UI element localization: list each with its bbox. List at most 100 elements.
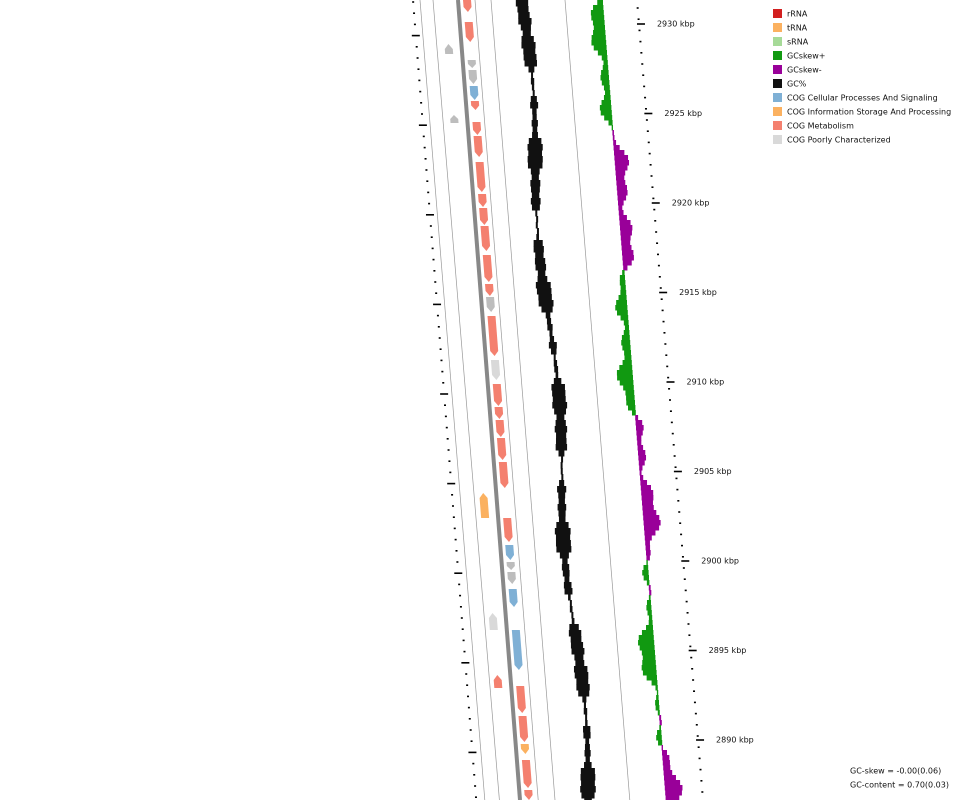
gc-skew-positive: [631, 410, 636, 416]
gc-content: [535, 264, 547, 271]
gc-content: [576, 678, 589, 685]
gc-content: [535, 282, 551, 289]
gene-feature: [479, 208, 489, 225]
gc-content: [583, 726, 591, 733]
ruler-label: 2905 kbp: [694, 467, 732, 476]
legend-label: GCskew-: [787, 66, 822, 75]
gc-content: [569, 606, 573, 613]
backbone: [456, 0, 522, 801]
gc-content: [531, 186, 540, 193]
gc-content: [536, 228, 539, 235]
gc-content: [523, 48, 536, 55]
gc-content: [573, 666, 588, 673]
gene-feature: [468, 70, 478, 84]
gc-skew-negative: [622, 260, 632, 266]
legend-label: sRNA: [787, 38, 809, 47]
gc-content: [536, 288, 552, 295]
gc-content: [584, 750, 591, 757]
gc-skew-negative: [621, 240, 631, 246]
gc-skew-negative: [616, 185, 627, 191]
gc-skew-negative: [640, 480, 648, 486]
gc-content: [584, 762, 592, 769]
gc-skew-positive: [603, 95, 611, 101]
gc-content: [553, 354, 556, 361]
gc-skew-positive: [616, 370, 633, 376]
gc-content: [527, 156, 543, 163]
gc-skew-positive: [624, 350, 631, 356]
gc-skew-positive: [643, 575, 649, 581]
legend-swatch: [773, 9, 782, 18]
gc-content: [537, 270, 546, 277]
gc-skew-positive: [601, 70, 609, 76]
gc-skew-negative: [662, 755, 670, 761]
gc-content: [576, 684, 590, 691]
gc-skew-positive: [659, 725, 661, 731]
legend-label: COG Information Storage And Processing: [787, 108, 951, 117]
gc-skew-negative: [639, 465, 643, 471]
gc-content: [552, 396, 566, 403]
gc-skew-negative: [614, 160, 630, 166]
gc-content: [583, 702, 586, 709]
gc-skew-negative: [661, 745, 663, 751]
gc-skew-negative: [616, 175, 625, 181]
gc-skew-positive: [593, 45, 607, 51]
gc-content: [531, 120, 538, 127]
gc-content: [580, 768, 595, 775]
gc-skew-positive: [603, 60, 608, 66]
gc-skew-negative: [663, 770, 673, 776]
gene-feature: [475, 162, 486, 192]
gc-content: [574, 654, 584, 661]
gc-skew-negative: [617, 190, 628, 196]
gc-content: [554, 408, 567, 415]
gc-content: [581, 780, 595, 787]
gc-skew-positive: [600, 110, 612, 116]
gc-content: [521, 42, 536, 49]
gc-skew-positive: [638, 640, 655, 646]
ruler-label: 2910 kbp: [687, 378, 725, 387]
gc-skew-positive: [605, 90, 611, 96]
gc-skew-positive: [619, 275, 625, 281]
gc-content: [557, 504, 567, 511]
gene-feature: [521, 760, 532, 788]
gc-skew-negative: [617, 195, 627, 201]
gc-skew-negative: [644, 525, 660, 531]
gc-content: [561, 564, 570, 571]
gc-skew-positive: [641, 630, 654, 636]
gc-content: [517, 6, 529, 13]
gc-skew-negative: [615, 165, 628, 171]
gc-skew-positive: [619, 365, 633, 371]
gc-skew-negative: [613, 140, 617, 146]
legend-swatch: [773, 79, 782, 88]
gc-skew-negative: [665, 790, 682, 796]
gene-feature: [467, 60, 476, 68]
gc-content: [532, 108, 537, 115]
gc-content: [530, 96, 537, 103]
gene-feature: [506, 562, 515, 570]
gc-skew-negative: [643, 520, 661, 526]
gene-feature: [487, 316, 499, 356]
gc-skew-negative: [614, 155, 629, 161]
gc-skew-negative: [645, 540, 650, 546]
gc-skew-positive: [655, 700, 659, 706]
gc-content: [557, 486, 567, 493]
gc-skew-positive: [657, 710, 660, 716]
gc-content: [562, 570, 570, 577]
gc-skew-positive: [617, 375, 633, 381]
gc-skew-positive: [622, 270, 625, 276]
gc-skew-positive: [593, 5, 604, 11]
gc-content: [585, 738, 590, 745]
gc-content: [555, 534, 571, 541]
gc-content: [530, 180, 541, 187]
gc-content: [515, 0, 529, 7]
gc-skew-negative: [644, 535, 652, 541]
legend-label: GCskew+: [787, 52, 825, 61]
gc-content: [583, 708, 588, 715]
stat-text: GC-skew = -0.00(0.06): [850, 767, 941, 776]
gc-content: [533, 240, 543, 247]
gc-skew-positive: [593, 25, 605, 31]
gc-skew-positive: [642, 655, 656, 661]
gc-content: [578, 690, 590, 697]
gc-content: [571, 618, 575, 625]
gc-content: [558, 492, 566, 499]
ruler-label: 2890 kbp: [716, 736, 754, 745]
